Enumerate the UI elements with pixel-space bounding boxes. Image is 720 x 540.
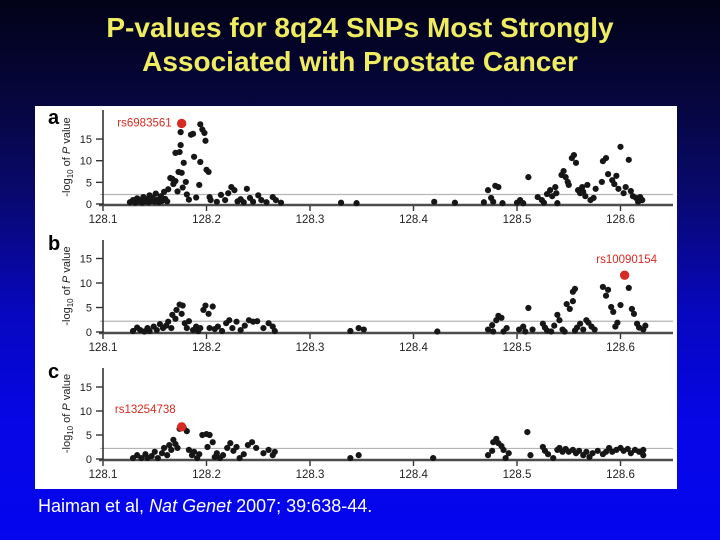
svg-text:128.3: 128.3 (296, 214, 325, 226)
panel-letter-b: b (48, 233, 60, 255)
y-axis-label: -log10 of P value (61, 117, 75, 196)
scatter-panel-b: 0 5 10 15 128.1 128.2 128.3 128.4 128.5 128.6 -log… (35, 228, 677, 356)
x-tick-labels: 128.1 128.2 128.3 128.4 128.5 128.6 (89, 461, 635, 481)
svg-text:128.1: 128.1 (89, 214, 118, 226)
svg-text:15: 15 (80, 254, 92, 266)
svg-text:10: 10 (80, 406, 92, 418)
scatter-plot-b: 0 5 10 15 128.1 128.2 128.3 128.4 128.5 128.6 -log… (48, 233, 673, 354)
highlight-snp-label: rs10090154 (596, 254, 657, 266)
svg-text:128.4: 128.4 (399, 469, 428, 481)
svg-text:128.3: 128.3 (296, 469, 325, 481)
y-tick-labels: 0 5 10 15 (80, 382, 103, 466)
citation: Haiman et al, Nat Genet 2007; 39:638-44. (38, 496, 372, 518)
y-tick-labels: 0 5 10 15 (80, 134, 103, 211)
svg-text:0: 0 (86, 199, 92, 211)
svg-text:0: 0 (86, 454, 92, 466)
svg-text:10: 10 (80, 278, 92, 290)
figure-panel: 0 5 10 15 128.1 128.2 128.3 128.4 128.5 128.6 -log… (35, 106, 677, 489)
data-points (126, 121, 646, 207)
data-points (129, 283, 649, 335)
highlight-snp-dot (619, 270, 630, 280)
slide-title: P-values for 8q24 SNPs Most Strongly Ass… (0, 11, 720, 78)
svg-text:0: 0 (86, 327, 92, 339)
slide-title-line2: Associated with Prostate Cancer (142, 45, 578, 77)
svg-text:5: 5 (86, 430, 92, 442)
svg-text:128.5: 128.5 (503, 342, 532, 354)
scatter-plot-c: 0 5 10 15 128.1 128.2 128.3 128.4 128.5 128.6 -log… (48, 361, 673, 481)
svg-text:5: 5 (86, 177, 92, 189)
svg-text:128.6: 128.6 (606, 469, 635, 481)
svg-text:15: 15 (80, 382, 92, 394)
citation-journal: Nat Genet (149, 496, 232, 516)
highlight-snp-dot (176, 118, 187, 129)
svg-text:128.4: 128.4 (399, 342, 428, 354)
citation-authors: Haiman et al, (38, 496, 150, 516)
y-axis-label: -log10 of P value (61, 374, 75, 453)
highlight-snp-label: rs13254738 (115, 404, 176, 416)
svg-text:128.2: 128.2 (192, 342, 221, 354)
scatter-plot-a: 0 5 10 15 128.1 128.2 128.3 128.4 128.5 128.6 -log… (48, 107, 673, 226)
svg-text:5: 5 (86, 303, 92, 315)
svg-text:128.1: 128.1 (89, 469, 118, 481)
svg-text:15: 15 (80, 134, 92, 146)
svg-text:128.2: 128.2 (192, 469, 221, 481)
scatter-panel-c: 0 5 10 15 128.1 128.2 128.3 128.4 128.5 128.6 -log… (35, 356, 677, 489)
svg-text:10: 10 (80, 156, 92, 168)
svg-text:128.5: 128.5 (503, 214, 532, 226)
citation-ref: 2007; 39:638-44. (231, 496, 373, 516)
svg-text:128.6: 128.6 (606, 214, 635, 226)
highlight-snp-label: rs6983561 (117, 117, 171, 129)
x-tick-labels: 128.1 128.2 128.3 128.4 128.5 128.6 (89, 206, 635, 226)
panel-letter-c: c (48, 361, 59, 383)
panel-letter-a: a (48, 107, 60, 129)
svg-text:128.2: 128.2 (192, 214, 221, 226)
scatter-panel-a: 0 5 10 15 128.1 128.2 128.3 128.4 128.5 128.6 -log… (35, 106, 677, 228)
svg-text:128.4: 128.4 (399, 214, 428, 226)
svg-text:128.5: 128.5 (503, 469, 532, 481)
x-tick-labels: 128.1 128.2 128.3 128.4 128.5 128.6 (89, 334, 635, 354)
slide-title-line1: P-values for 8q24 SNPs Most Strongly (106, 12, 614, 43)
y-axis-label: -log10 of P value (61, 246, 75, 325)
svg-text:128.1: 128.1 (89, 342, 118, 354)
svg-text:128.6: 128.6 (606, 342, 635, 354)
y-tick-labels: 0 5 10 15 (80, 254, 103, 339)
svg-text:128.3: 128.3 (296, 342, 325, 354)
highlight-snp-dot (176, 422, 187, 432)
data-points (129, 424, 647, 462)
